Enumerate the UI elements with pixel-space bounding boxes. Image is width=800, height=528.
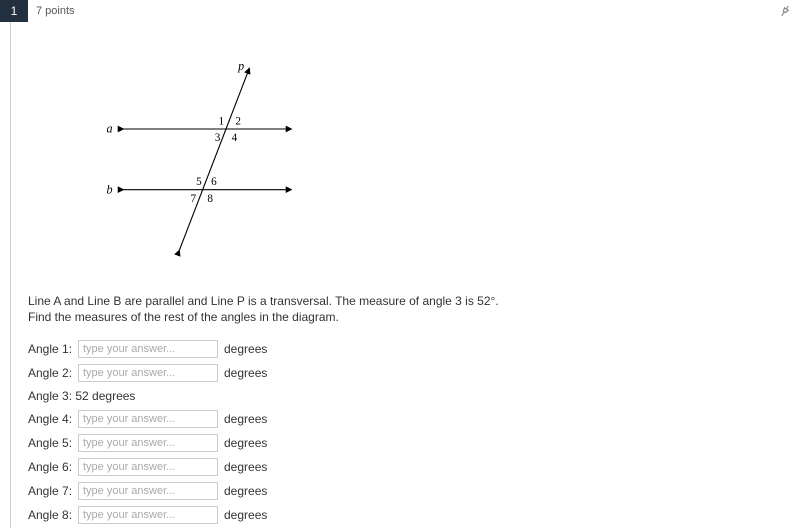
answer-row-6: Angle 6: degrees [28, 457, 800, 477]
svg-text:4: 4 [232, 132, 238, 144]
svg-text:1: 1 [219, 115, 225, 127]
answer-row-7: Angle 7: degrees [28, 481, 800, 501]
answer-label: Angle 1: [28, 342, 78, 356]
svg-text:7: 7 [191, 193, 197, 205]
svg-text:2: 2 [235, 115, 241, 127]
answer-label: Angle 2: [28, 366, 78, 380]
answer-row-5: Angle 5: degrees [28, 433, 800, 453]
answer-input-1[interactable] [78, 340, 218, 358]
question-content: p a b 12 34 56 78 Line A and Line B are paral… [28, 22, 800, 525]
question-text: Line A and Line B are parallel and Line … [28, 293, 800, 325]
answers-block: Angle 1: degrees Angle 2: degrees Angle 3: 5… [28, 339, 800, 525]
answer-unit: degrees [224, 508, 267, 522]
transversal-diagram: p a b 12 34 56 78 [58, 32, 338, 282]
question-header: 1 7 points [0, 0, 800, 22]
answer-row-1: Angle 1: degrees [28, 339, 800, 359]
svg-text:8: 8 [207, 193, 213, 205]
svg-text:p: p [237, 59, 244, 73]
answer-input-5[interactable] [78, 434, 218, 452]
answer-input-4[interactable] [78, 410, 218, 428]
svg-text:5: 5 [196, 176, 202, 188]
answer-unit: degrees [224, 412, 267, 426]
answer-unit: degrees [224, 436, 267, 450]
answer-unit: degrees [224, 484, 267, 498]
answer-input-8[interactable] [78, 506, 218, 524]
svg-text:3: 3 [215, 132, 221, 144]
answer-label: Angle 8: [28, 508, 78, 522]
answer-label: Angle 6: [28, 460, 78, 474]
answer-unit: degrees [224, 366, 267, 380]
answer-input-7[interactable] [78, 482, 218, 500]
answer-row-8: Angle 8: degrees [28, 505, 800, 525]
question-points: 7 points [28, 5, 75, 17]
answer-given-3: Angle 3: 52 degrees [28, 387, 800, 405]
question-line-2: Find the measures of the rest of the ang… [28, 310, 339, 324]
question-line-1: Line A and Line B are parallel and Line … [28, 294, 499, 308]
svg-text:6: 6 [211, 176, 217, 188]
answer-label: Angle 7: [28, 484, 78, 498]
svg-text:b: b [107, 182, 113, 196]
answer-label: Angle 5: [28, 436, 78, 450]
answer-row-2: Angle 2: degrees [28, 363, 800, 383]
answer-unit: degrees [224, 460, 267, 474]
answer-row-4: Angle 4: degrees [28, 409, 800, 429]
pin-icon[interactable] [778, 4, 792, 21]
left-divider [10, 22, 11, 528]
question-number: 1 [0, 0, 28, 22]
svg-text:a: a [107, 122, 113, 136]
answer-unit: degrees [224, 342, 267, 356]
answer-input-2[interactable] [78, 364, 218, 382]
answer-input-6[interactable] [78, 458, 218, 476]
answer-label: Angle 4: [28, 412, 78, 426]
